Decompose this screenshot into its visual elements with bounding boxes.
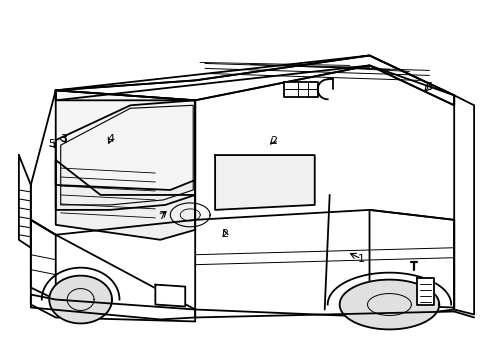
Text: 5: 5 [48,139,56,149]
Polygon shape [56,55,453,105]
Polygon shape [283,82,317,97]
Polygon shape [453,95,473,315]
Text: 6: 6 [424,82,431,92]
Polygon shape [31,220,195,321]
Polygon shape [339,280,438,329]
Text: 2: 2 [221,229,228,239]
Polygon shape [49,276,112,323]
Text: 4: 4 [107,134,114,144]
Polygon shape [56,55,453,105]
Polygon shape [369,210,453,307]
Polygon shape [31,90,195,235]
Polygon shape [56,90,195,190]
Polygon shape [31,220,56,300]
Polygon shape [195,210,453,318]
Text: 1: 1 [357,254,364,264]
Polygon shape [215,155,314,210]
Polygon shape [56,100,195,210]
Text: 7: 7 [158,211,165,221]
Text: 2: 2 [269,136,277,145]
Text: 3: 3 [60,134,67,144]
Polygon shape [416,278,433,305]
Polygon shape [56,160,195,240]
Polygon shape [155,285,185,306]
Polygon shape [31,294,195,319]
Polygon shape [61,105,193,205]
